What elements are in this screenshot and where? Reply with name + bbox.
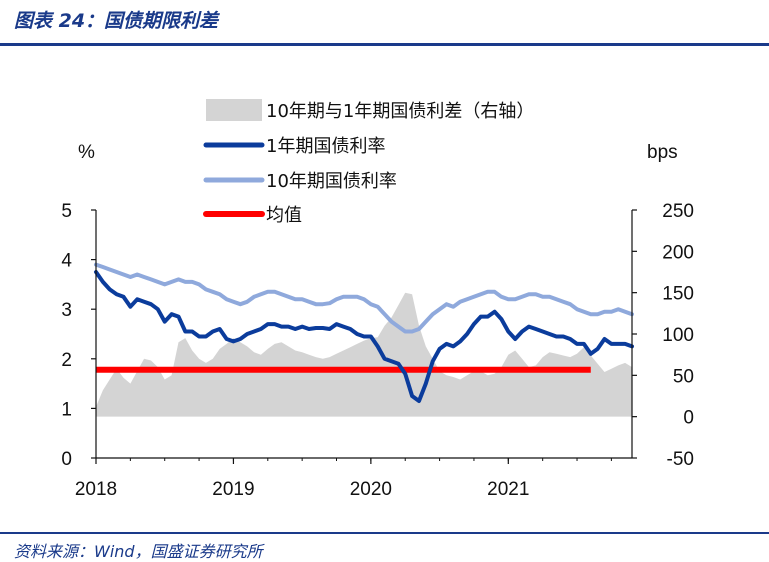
x-tick-label: 2018 xyxy=(75,479,117,500)
figure-title: 图表 24：国债期限利差 xyxy=(14,10,219,32)
source-note: 资料来源：Wind，国盛证券研究所 xyxy=(14,542,263,561)
y10-line xyxy=(94,262,634,334)
footer-rule xyxy=(0,532,769,534)
title-rule xyxy=(0,43,769,46)
right-tick-label: 100 xyxy=(662,325,694,346)
left-tick-label: 5 xyxy=(61,201,72,222)
axes-layer: 0 1 2 3 4 5 -50 0 50 100 150 200 250 2018 2019 2020 2021 xyxy=(61,201,694,500)
spread-area-layer xyxy=(96,292,632,417)
legend-label: 均值 xyxy=(266,205,302,226)
right-tick-label: 50 xyxy=(673,366,694,387)
spread-area xyxy=(96,292,632,417)
left-tick-label: 1 xyxy=(61,399,72,420)
legend-label: 1年期国债利率 xyxy=(266,136,385,157)
right-tick-label: 200 xyxy=(662,242,694,263)
right-tick-label: 0 xyxy=(683,408,694,429)
y1-line xyxy=(94,270,634,403)
y1-line-layer xyxy=(94,270,634,403)
right-tick-label: -50 xyxy=(667,449,694,470)
y10-line-layer xyxy=(94,262,634,334)
left-axis-unit: % xyxy=(78,142,95,163)
right-tick-label: 150 xyxy=(662,284,694,305)
chart-svg: 0 1 2 3 4 5 -50 0 50 100 150 200 250 2018 2019 2020 2021… xyxy=(61,99,694,500)
x-tick-label: 2021 xyxy=(487,479,529,500)
right-tick-label: 250 xyxy=(662,201,694,222)
left-tick-label: 3 xyxy=(61,300,72,321)
left-tick-label: 4 xyxy=(61,251,72,272)
legend-swatch-spread xyxy=(206,99,262,121)
legend-label: 10年期国债利率 xyxy=(266,171,397,192)
legend-label: 10年期与1年期国债利差（右轴） xyxy=(266,101,534,122)
x-tick-label: 2020 xyxy=(350,479,392,500)
x-tick-label: 2019 xyxy=(212,479,254,500)
left-tick-label: 2 xyxy=(61,350,72,371)
left-tick-label: 0 xyxy=(61,449,72,470)
right-axis-unit: bps xyxy=(647,142,678,163)
